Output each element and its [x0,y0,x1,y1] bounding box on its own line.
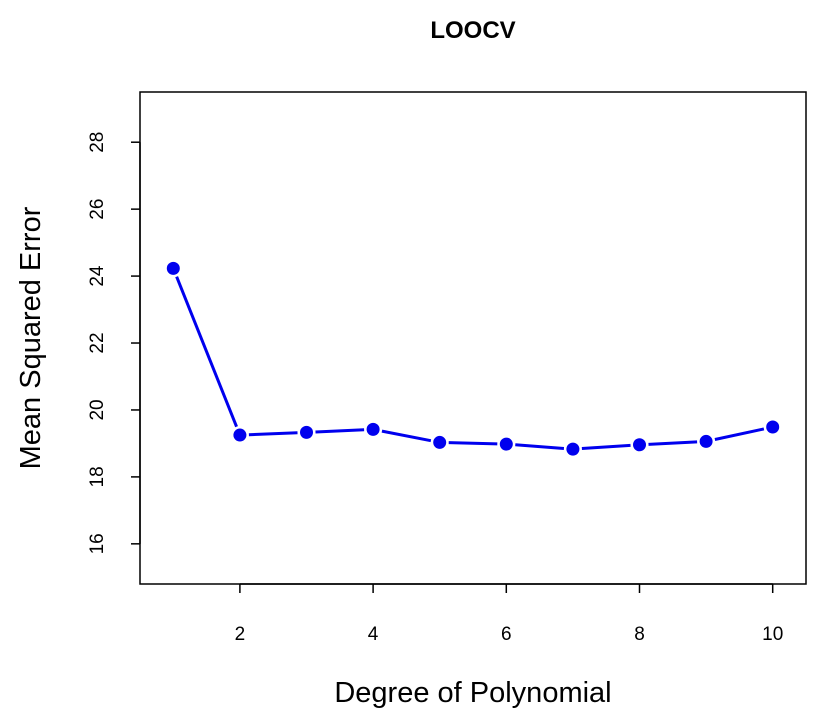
y-axis: 16 18 20 22 24 26 28 [87,132,141,554]
data-point [766,420,780,434]
plot-frame [139,91,807,585]
data-point [633,438,646,452]
data-point [366,422,380,436]
y-tick-label: 28 [87,132,108,153]
x-tick-label: 10 [762,624,783,645]
x-axis: 2 4 6 8 10 [235,583,783,645]
data-point [233,428,247,442]
y-tick-label: 18 [87,466,108,487]
data-point [699,434,713,448]
data-point [166,261,180,275]
series-line-segment [448,441,498,446]
data-point [566,442,580,456]
data-point [300,425,313,439]
x-tick-label: 6 [501,624,512,645]
y-tick-label: 16 [87,533,108,554]
x-tick-label: 8 [634,624,645,645]
series-line-segment [714,427,765,441]
series-line-segment [175,276,238,428]
y-axis-label: Mean Squared Error [15,206,47,469]
y-tick-label: 24 [87,265,108,287]
data-point [433,435,447,449]
series-line-segment [315,428,365,434]
series-line-segment [581,443,631,451]
x-tick-label: 4 [368,624,379,645]
series-line-segment [381,429,432,443]
data-point [499,437,513,451]
series-layer [166,261,780,456]
series-line-segment [515,443,565,450]
series-line-segment [248,431,298,437]
y-tick-label: 20 [87,399,108,420]
x-axis-label: Degree of Polynomial [334,677,611,709]
y-tick-label: 26 [87,199,108,220]
chart-title: LOOCV [430,17,515,44]
x-tick-label: 2 [235,624,246,645]
series-line-segment [648,440,698,446]
y-tick-label: 22 [87,332,108,353]
